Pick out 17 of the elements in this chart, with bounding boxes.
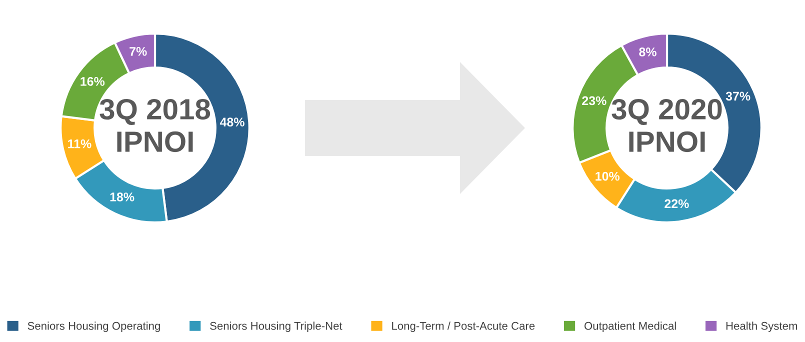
text: 3Q 2020 IPNOI <box>612 98 722 152</box>
data-label: 8% <box>639 48 656 56</box>
data-label: 48% <box>220 118 244 126</box>
data-label: 10% <box>596 172 620 181</box>
data-label: 11% <box>68 139 92 148</box>
data-label: 22% <box>664 199 689 208</box>
legend-label: Seniors Housing Triple-Net <box>210 322 342 332</box>
data-label: 37% <box>726 92 750 101</box>
data-label: 18% <box>110 192 134 202</box>
legend-label: Outpatient Medical <box>584 322 676 332</box>
text: 3Q 2018 IPNOI <box>100 98 210 152</box>
data-label: 7% <box>130 46 147 56</box>
legend-label: Health System <box>726 322 798 332</box>
data-label: 23% <box>582 96 606 106</box>
data-label: 16% <box>80 77 105 86</box>
legend-label: Long-Term / Post-Acute Care <box>392 322 535 332</box>
legend-label: Seniors Housing Operating <box>28 322 160 332</box>
